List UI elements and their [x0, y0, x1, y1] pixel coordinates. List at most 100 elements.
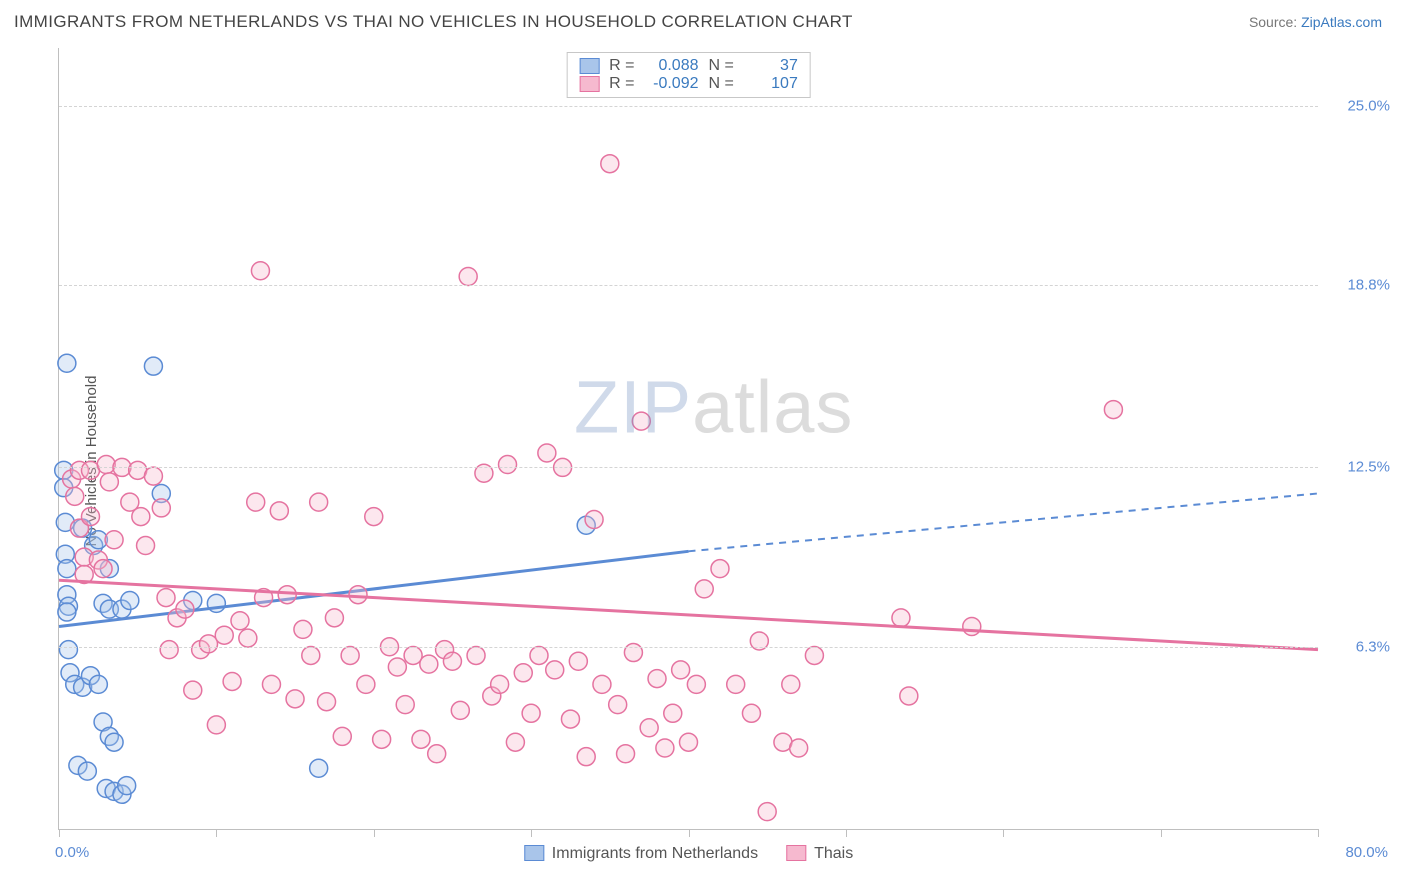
- data-point: [81, 508, 99, 526]
- data-point: [758, 803, 776, 821]
- plot-area: ZIPatlas R =0.088N =37R =-0.092N =107 0.…: [58, 48, 1318, 830]
- data-point: [310, 493, 328, 511]
- data-point: [900, 687, 918, 705]
- y-tick-label: 25.0%: [1347, 97, 1390, 114]
- data-point: [58, 603, 76, 621]
- data-point: [58, 560, 76, 578]
- data-point: [278, 586, 296, 604]
- stat-row: R =-0.092N =107: [579, 75, 798, 93]
- data-point: [388, 658, 406, 676]
- data-point: [805, 646, 823, 664]
- data-point: [1104, 401, 1122, 419]
- y-tick-label: 6.3%: [1356, 638, 1390, 655]
- data-point: [727, 675, 745, 693]
- data-point: [451, 701, 469, 719]
- stat-row: R =0.088N =37: [579, 57, 798, 75]
- data-point: [100, 473, 118, 491]
- data-point: [687, 675, 705, 693]
- trend-line: [59, 551, 689, 626]
- data-point: [695, 580, 713, 598]
- data-point: [640, 719, 658, 737]
- data-point: [94, 560, 112, 578]
- trend-line-extrapolated: [689, 493, 1319, 551]
- chart-svg: [59, 48, 1318, 829]
- x-tick: [374, 829, 375, 837]
- gridline: [59, 467, 1318, 468]
- data-point: [325, 609, 343, 627]
- x-axis-max-label: 80.0%: [1345, 844, 1388, 861]
- data-point: [632, 412, 650, 430]
- data-point: [892, 609, 910, 627]
- x-axis-min-label: 0.0%: [55, 844, 89, 861]
- data-point: [144, 467, 162, 485]
- data-point: [89, 675, 107, 693]
- data-point: [223, 672, 241, 690]
- data-point: [318, 693, 336, 711]
- data-point: [357, 675, 375, 693]
- data-point: [648, 670, 666, 688]
- data-point: [105, 531, 123, 549]
- data-point: [365, 508, 383, 526]
- legend-item: Thais: [786, 845, 853, 863]
- data-point: [333, 727, 351, 745]
- data-point: [160, 641, 178, 659]
- data-point: [601, 155, 619, 173]
- data-point: [97, 456, 115, 474]
- x-tick: [1318, 829, 1319, 837]
- source-link[interactable]: ZipAtlas.com: [1301, 14, 1382, 30]
- data-point: [302, 646, 320, 664]
- gridline: [59, 285, 1318, 286]
- data-point: [609, 696, 627, 714]
- data-point: [546, 661, 564, 679]
- y-tick-label: 18.8%: [1347, 277, 1390, 294]
- series-legend: Immigrants from Netherlands Thais: [524, 845, 853, 863]
- swatch-icon: [579, 76, 599, 92]
- legend-item: Immigrants from Netherlands: [524, 845, 758, 863]
- data-point: [514, 664, 532, 682]
- data-point: [59, 641, 77, 659]
- data-point: [963, 618, 981, 636]
- data-point: [373, 730, 391, 748]
- data-point: [239, 629, 257, 647]
- data-point: [118, 777, 136, 795]
- data-point: [656, 739, 674, 757]
- data-point: [247, 493, 265, 511]
- data-point: [105, 733, 123, 751]
- data-point: [58, 354, 76, 372]
- stats-legend-box: R =0.088N =37R =-0.092N =107: [566, 52, 811, 98]
- y-tick-label: 12.5%: [1347, 459, 1390, 476]
- source-attribution: Source: ZipAtlas.com: [1249, 14, 1382, 30]
- data-point: [251, 262, 269, 280]
- x-tick: [1161, 829, 1162, 837]
- data-point: [286, 690, 304, 708]
- data-point: [491, 675, 509, 693]
- data-point: [428, 745, 446, 763]
- data-point: [664, 704, 682, 722]
- page-title: IMMIGRANTS FROM NETHERLANDS VS THAI NO V…: [14, 12, 853, 32]
- x-tick: [689, 829, 690, 837]
- swatch-icon: [579, 58, 599, 74]
- data-point: [157, 589, 175, 607]
- data-point: [310, 759, 328, 777]
- swatch-icon: [786, 845, 806, 861]
- data-point: [341, 646, 359, 664]
- correlation-chart: No Vehicles in Household ZIPatlas R =0.0…: [14, 48, 1392, 874]
- data-point: [742, 704, 760, 722]
- data-point: [294, 620, 312, 638]
- data-point: [412, 730, 430, 748]
- data-point: [561, 710, 579, 728]
- data-point: [467, 646, 485, 664]
- data-point: [349, 586, 367, 604]
- x-tick: [846, 829, 847, 837]
- data-point: [459, 268, 477, 286]
- data-point: [680, 733, 698, 751]
- data-point: [593, 675, 611, 693]
- data-point: [530, 646, 548, 664]
- data-point: [782, 675, 800, 693]
- data-point: [207, 716, 225, 734]
- data-point: [396, 696, 414, 714]
- data-point: [262, 675, 280, 693]
- x-tick: [531, 829, 532, 837]
- data-point: [672, 661, 690, 679]
- data-point: [176, 600, 194, 618]
